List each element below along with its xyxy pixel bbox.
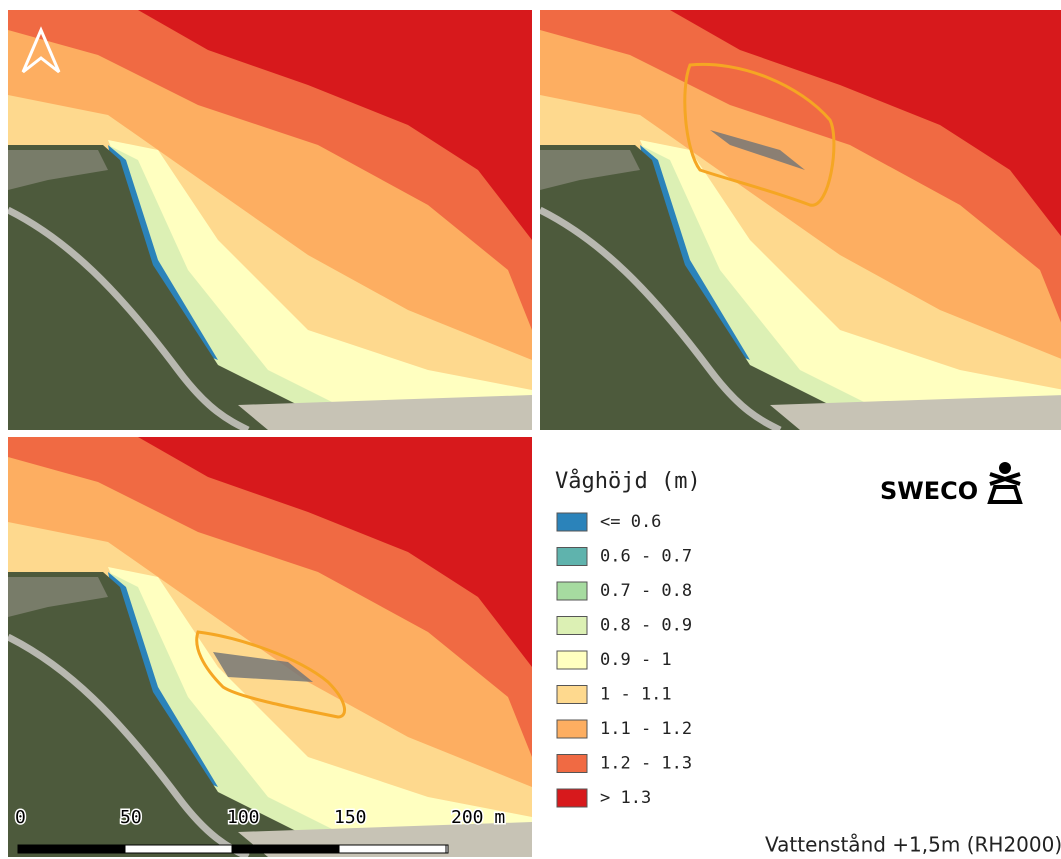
scale-label: 200 m xyxy=(451,807,505,828)
legend-swatch xyxy=(557,651,587,669)
scale-segment xyxy=(339,845,446,853)
scale-segment xyxy=(125,845,232,853)
legend-swatch xyxy=(557,755,587,773)
caption: Vattenstånd +1,5m (RH2000) xyxy=(765,833,1061,857)
legend-swatch xyxy=(557,513,587,531)
legend-swatch xyxy=(557,582,587,600)
legend-label: <= 0.6 xyxy=(600,512,661,532)
map-panel xyxy=(8,10,532,430)
legend-title: Våghöjd (m) xyxy=(555,468,701,494)
legend-swatch xyxy=(557,548,587,566)
scale-segment xyxy=(18,845,125,853)
legend-label: 0.7 - 0.8 xyxy=(600,581,692,601)
legend-swatch xyxy=(557,617,587,635)
figure: Våghöjd (m) SWECO Vattenstånd +1,5m (RH2… xyxy=(0,0,1061,859)
page: Våghöjd (m) SWECO Vattenstånd +1,5m (RH2… xyxy=(0,0,1061,859)
legend-label: 0.9 - 1 xyxy=(600,650,672,670)
legend-label: 0.6 - 0.7 xyxy=(600,547,692,567)
legend-label: 1.1 - 1.2 xyxy=(600,719,692,739)
legend-swatch xyxy=(557,789,587,807)
legend-swatch xyxy=(557,686,587,704)
map-panel xyxy=(8,437,532,857)
legend-label: 0.8 - 0.9 xyxy=(600,616,692,636)
legend-swatch xyxy=(557,720,587,738)
legend-label: 1 - 1.1 xyxy=(600,685,672,705)
map-panel xyxy=(540,10,1061,430)
scale-segment xyxy=(232,845,339,853)
legend-label: > 1.3 xyxy=(600,788,651,808)
scale-label: 150 xyxy=(334,807,367,828)
legend-label: 1.2 - 1.3 xyxy=(600,754,692,774)
logo: SWECO xyxy=(880,462,1020,505)
scale-label: 50 xyxy=(120,807,142,828)
scale-label: 100 xyxy=(227,807,260,828)
logo-text: SWECO xyxy=(880,477,978,505)
scale-label: 0 xyxy=(15,807,26,828)
